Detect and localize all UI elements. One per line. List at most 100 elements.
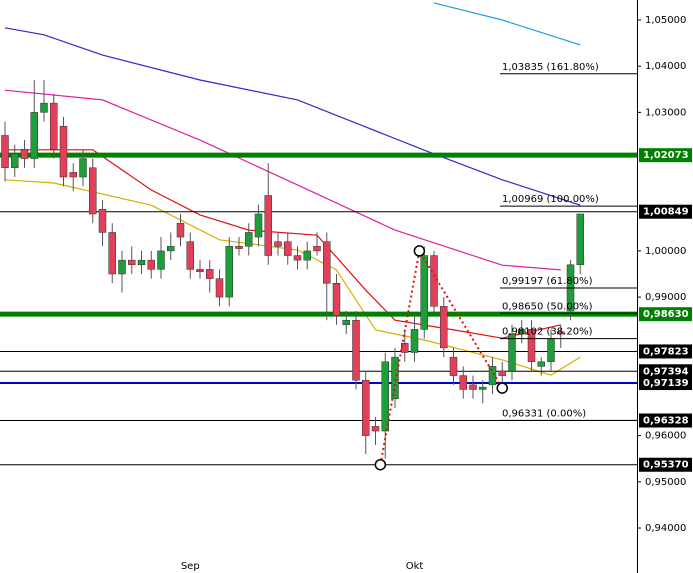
candle-body xyxy=(488,366,497,386)
fib-label: 0,96331 (0.00%) xyxy=(502,408,586,419)
candle-body xyxy=(401,343,409,353)
candle-body xyxy=(508,333,516,372)
candle-body xyxy=(118,259,126,275)
candle-body xyxy=(498,370,506,376)
candle-body xyxy=(527,329,536,363)
candle-body xyxy=(196,269,204,272)
candle-body xyxy=(176,222,185,238)
candle-body xyxy=(323,241,331,284)
y-tick-label: 1,05000 xyxy=(645,15,686,26)
y-tick-label: 0,99000 xyxy=(645,292,686,303)
zigzag-point xyxy=(413,245,426,257)
moving-average xyxy=(4,89,561,271)
y-tick-label: 1,00000 xyxy=(645,246,686,257)
x-tick-label: Okt xyxy=(406,561,424,572)
candle-body xyxy=(167,246,175,252)
candle-body xyxy=(11,153,19,169)
candle-body xyxy=(264,195,272,256)
level-label: 1,00849 xyxy=(643,207,689,218)
candle-body xyxy=(157,250,165,270)
candle-body xyxy=(362,379,370,436)
moving-average xyxy=(433,2,581,46)
candle-body xyxy=(254,213,263,238)
candle-body xyxy=(89,167,97,215)
level-label-box xyxy=(639,148,692,163)
moving-average xyxy=(4,27,581,206)
fib-label: 1,00969 (100.00%) xyxy=(502,194,599,205)
candle-body xyxy=(479,386,487,390)
candle-body xyxy=(235,246,243,249)
candle-body xyxy=(274,241,282,247)
candle-body xyxy=(518,329,526,335)
candle-body xyxy=(284,241,292,256)
candle-body xyxy=(332,282,341,316)
candle-body xyxy=(245,232,253,247)
candle-body xyxy=(293,255,302,261)
candle-body xyxy=(440,306,448,349)
level-label: 1,02073 xyxy=(643,150,689,161)
candle-body xyxy=(69,172,77,178)
fib-label: 1,03835 (161.80%) xyxy=(502,62,599,73)
candle-body xyxy=(1,135,9,169)
level-label-box xyxy=(639,344,692,359)
candle-body xyxy=(352,319,360,381)
candle-body xyxy=(381,361,389,432)
level-label-box xyxy=(639,457,692,472)
level-label-box xyxy=(639,364,692,379)
level-label-box xyxy=(639,376,692,391)
candle-body xyxy=(30,112,38,159)
y-tick-label: 0,95000 xyxy=(645,477,686,488)
y-tick-label: 0,96000 xyxy=(645,431,686,442)
level-label: 0,96328 xyxy=(643,416,689,427)
candle-body xyxy=(342,319,350,326)
fib-label: 0,99197 (61.80%) xyxy=(502,276,593,287)
candle-body xyxy=(108,232,116,275)
y-tick-label: 1,04000 xyxy=(645,61,686,72)
candle-body xyxy=(371,426,380,432)
candle-body xyxy=(430,255,438,307)
level-label-box xyxy=(639,307,692,322)
y-tick-label: 1,03000 xyxy=(645,107,686,118)
candle-body xyxy=(547,338,555,363)
candle-body xyxy=(391,356,399,399)
candle-body xyxy=(459,375,467,390)
candle-body xyxy=(79,158,87,178)
candle-body xyxy=(98,209,107,233)
candle-body xyxy=(50,102,58,150)
zigzag-point xyxy=(496,382,508,394)
candle-body xyxy=(410,329,419,353)
y-tick-label: 0,94000 xyxy=(645,523,686,534)
candle-body xyxy=(128,259,136,266)
candle-body xyxy=(206,269,214,279)
candle-body xyxy=(420,255,428,330)
candle-body xyxy=(537,361,545,367)
candle-body xyxy=(313,246,321,252)
level-label: 0,97139 xyxy=(643,378,689,389)
candle-body xyxy=(40,102,48,113)
fib-label: 0,98102 (38.20%) xyxy=(502,327,593,338)
candle-body xyxy=(147,259,155,270)
candle-body xyxy=(449,356,458,376)
fib-label: 0,98650 (50.00%) xyxy=(502,301,593,312)
level-label: 0,95370 xyxy=(643,460,689,471)
candle-body xyxy=(225,246,233,298)
level-label: 0,97394 xyxy=(643,366,689,377)
candle-body xyxy=(576,213,584,266)
level-label-box xyxy=(639,204,692,219)
moving-average xyxy=(4,179,581,376)
level-label: 0,97823 xyxy=(643,346,689,357)
candle-body xyxy=(557,331,565,335)
x-tick-label: Sep xyxy=(181,561,200,572)
level-label-box xyxy=(639,413,692,428)
candle-body xyxy=(137,259,146,266)
zigzag-point xyxy=(374,458,387,471)
candle-body xyxy=(186,241,194,270)
level-label: 0,98630 xyxy=(643,309,689,320)
candle-body xyxy=(20,149,29,159)
candle-body xyxy=(215,278,224,298)
candle-body xyxy=(469,384,477,390)
candle-body xyxy=(59,125,68,178)
candle-body xyxy=(303,250,311,261)
